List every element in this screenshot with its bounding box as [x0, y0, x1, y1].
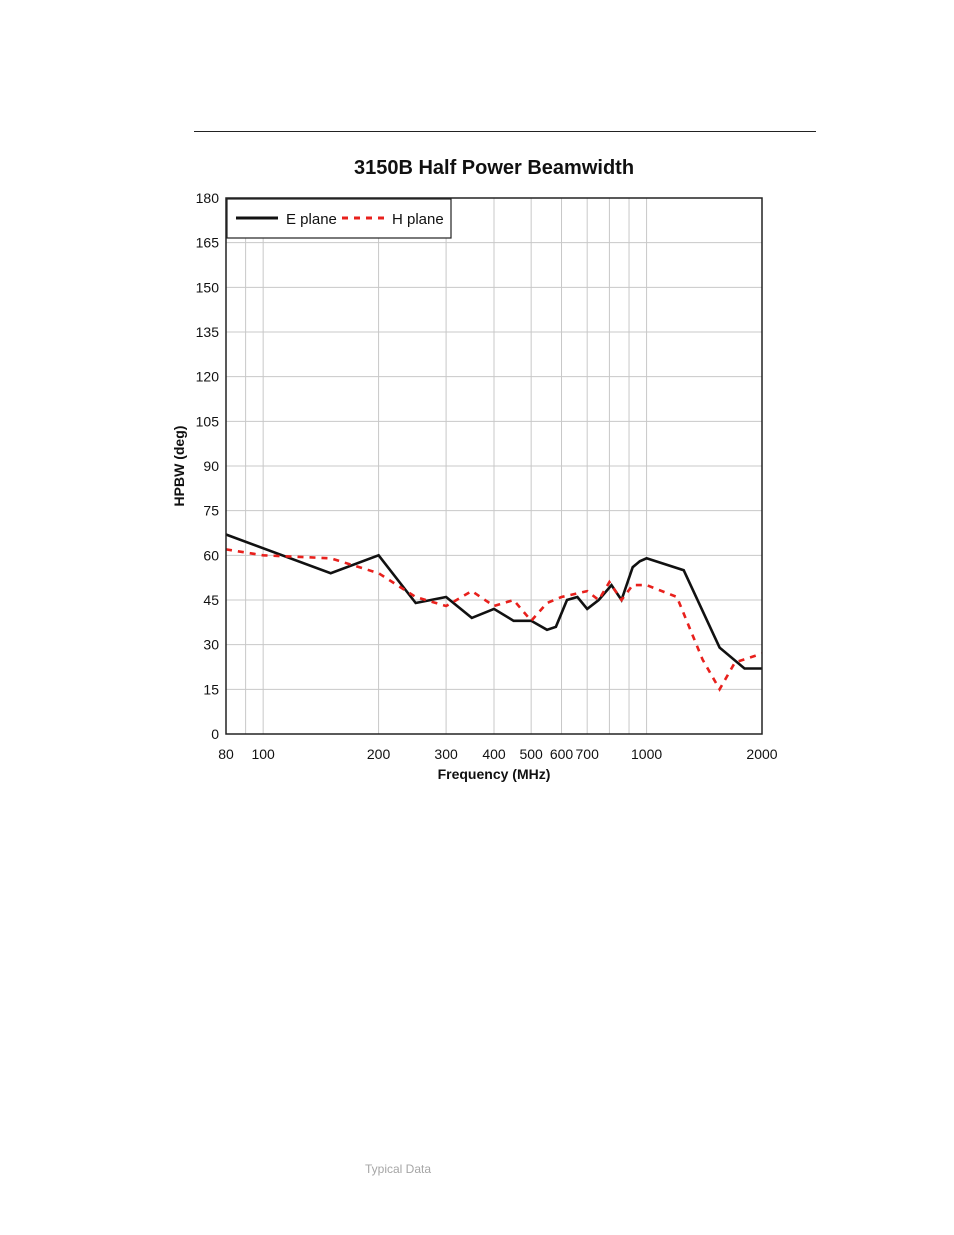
x-tick-label: 500 [519, 746, 543, 762]
x-axis-ticks: 80 100 200 300 400 500 600 700 1000 2000 [218, 746, 778, 762]
x-tick-label: 1000 [631, 746, 662, 762]
y-tick-label: 15 [203, 681, 219, 697]
y-tick-label: 45 [203, 592, 219, 608]
legend-h-plane-label: H plane [392, 211, 444, 228]
y-tick-label: 0 [211, 726, 219, 742]
x-tick-label: 200 [367, 746, 391, 762]
series-line-e-plane [225, 533, 762, 670]
y-tick-label: 120 [196, 369, 220, 385]
chart-title: 3150B Half Power Beamwidth [354, 157, 634, 179]
y-tick-label: 90 [203, 458, 219, 474]
x-tick-label: 80 [218, 746, 234, 762]
y-tick-label: 30 [203, 637, 219, 653]
y-axis-label: HPBW (deg) [171, 426, 187, 507]
y-tick-label: 135 [196, 324, 220, 340]
page-divider-rule [194, 131, 816, 132]
y-tick-label: 75 [203, 503, 219, 519]
x-tick-label: 2000 [746, 746, 777, 762]
x-tick-label: 600 [550, 746, 574, 762]
chart-gridlines [225, 197, 763, 735]
chart-legend: E plane H plane [226, 198, 452, 239]
x-tick-label: 400 [482, 746, 506, 762]
x-tick-label: 300 [434, 746, 458, 762]
footer-note: Typical Data [365, 1162, 432, 1176]
y-tick-label: 150 [196, 279, 220, 295]
plot-frame [225, 197, 763, 735]
series-line-h-plane [225, 548, 763, 692]
y-tick-label: 105 [196, 413, 220, 429]
x-tick-label: 700 [576, 746, 600, 762]
chart-series-layer [225, 533, 763, 692]
x-axis-label: Frequency (MHz) [438, 766, 551, 782]
y-axis-ticks: 0 15 30 45 60 75 90 105 120 135 150 165 180 [196, 190, 220, 742]
x-tick-label: 100 [251, 746, 275, 762]
legend-e-plane-label: E plane [286, 211, 337, 228]
y-tick-label: 180 [196, 190, 220, 206]
y-tick-label: 165 [196, 235, 220, 251]
y-tick-label: 60 [203, 547, 219, 563]
